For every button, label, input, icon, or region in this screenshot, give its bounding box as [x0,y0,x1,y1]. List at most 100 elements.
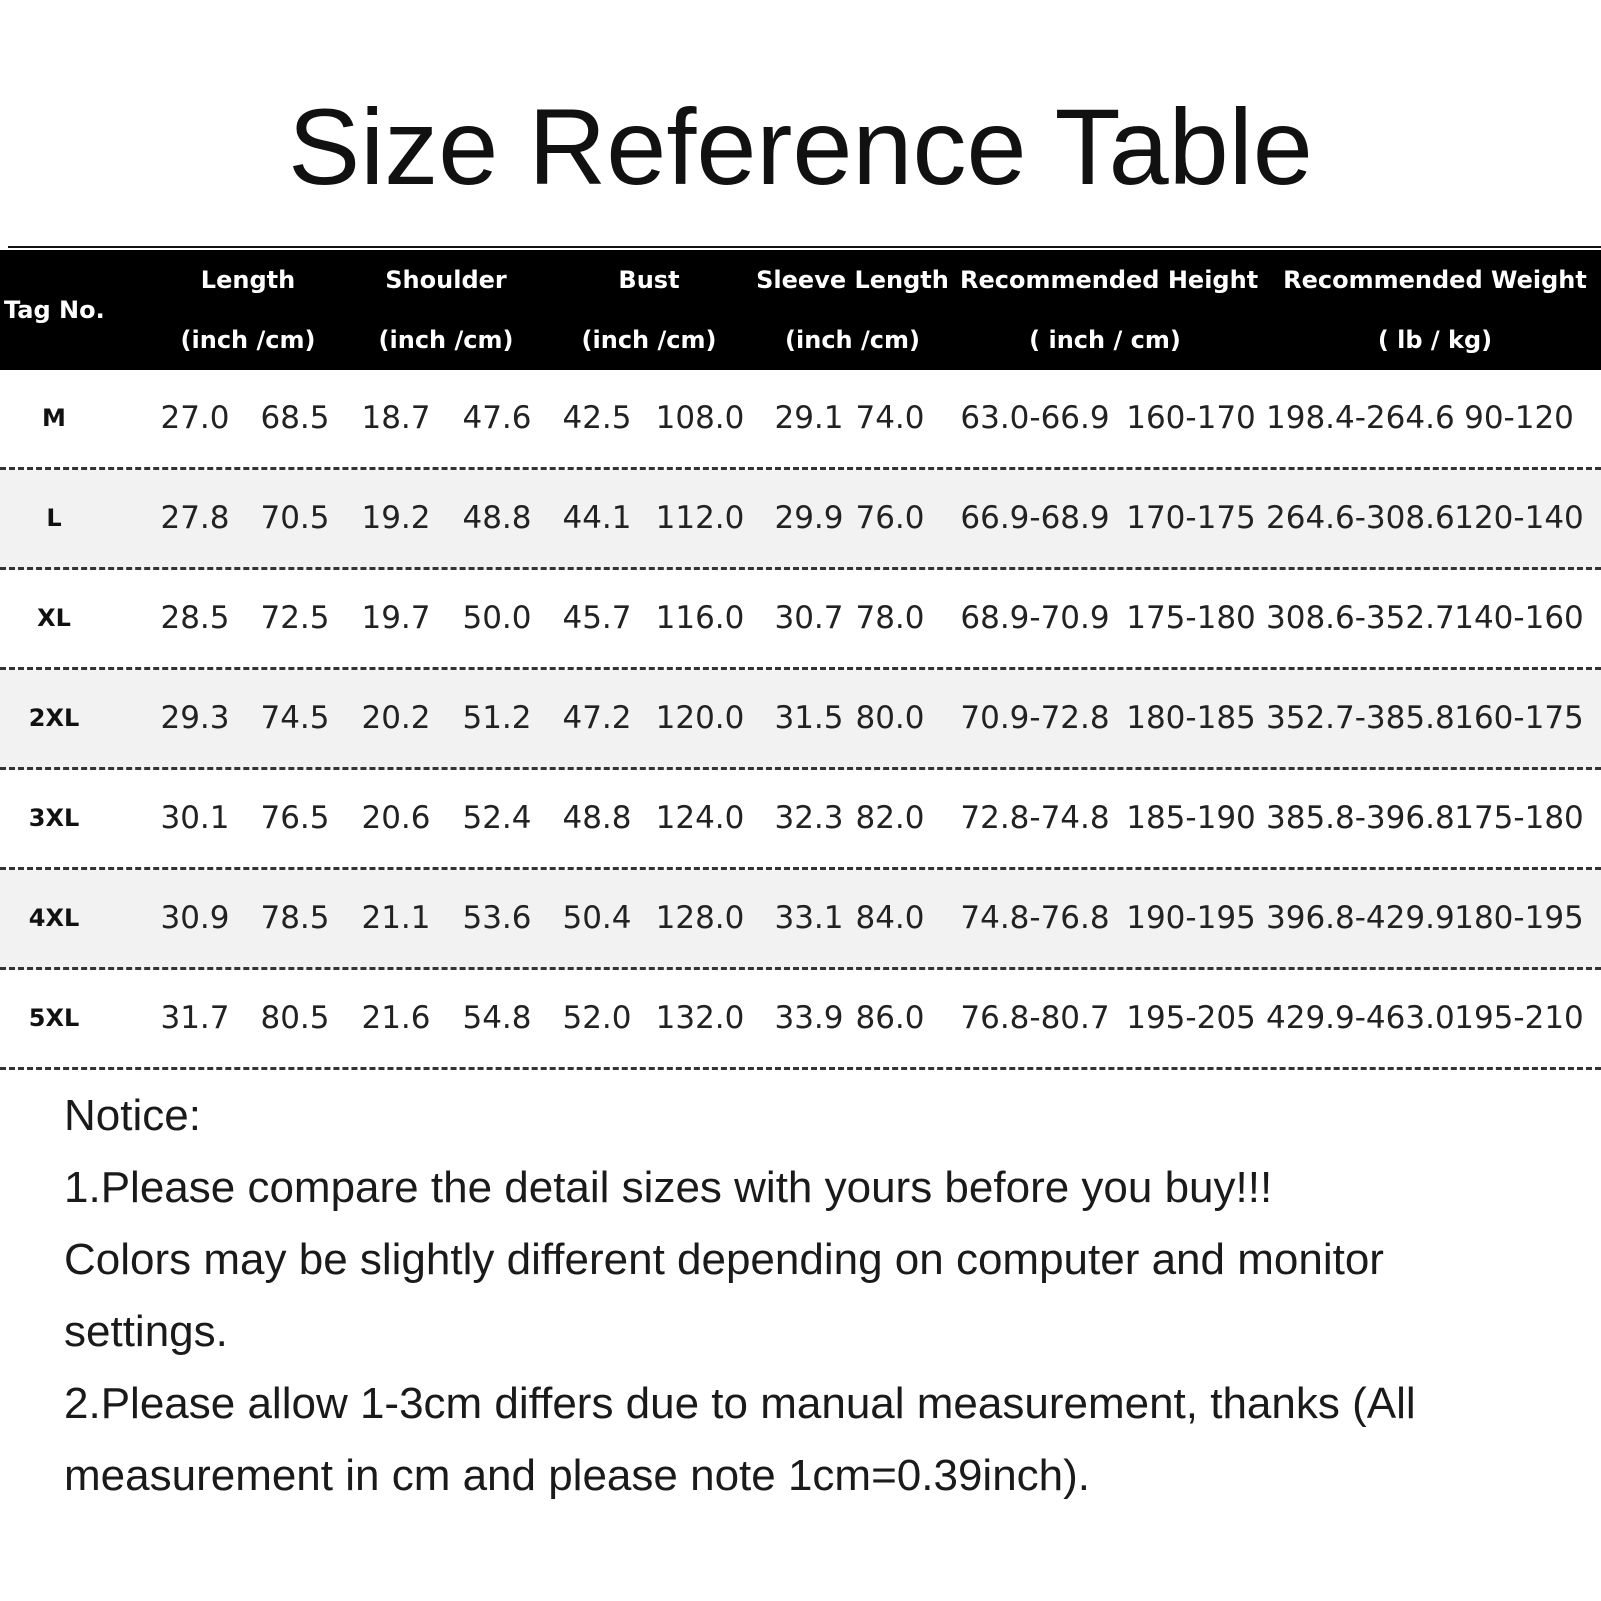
table-cell: 48.8 [562,800,632,836]
table-cell: 44.1 [562,500,632,536]
table-cell: 42.5 [562,400,632,436]
table-cell: 20.2 [361,700,431,736]
header-unit: (inch /cm) [378,326,514,354]
header-cell: Recommended Height ( inch / cm) [960,250,1258,370]
table-cell: 29.1 [774,400,844,436]
table-cell: 198.4-264.6 [1266,400,1455,436]
table-cell: 52.4 [462,800,532,836]
table-cell: 30.7 [774,600,844,636]
table-cell: 124.0 [655,800,745,836]
table-cell: 78.0 [855,600,925,636]
table-cell: 70.9-72.8 [960,700,1110,736]
table-cell: 30.1 [160,800,230,836]
table-cell: 74.8-76.8 [960,900,1110,936]
table-cell: 84.0 [855,900,925,936]
table-cell: 170-175 [1126,500,1256,536]
table-cell: 74.0 [855,400,925,436]
table-cell: 21.1 [361,900,431,936]
table-row: 5XL 31.7 80.5 21.6 54.8 52.0 132.0 33.9 86.0 76.8… [0,970,1601,1070]
table-cell: 160-170 [1126,400,1256,436]
table-cell: 396.8-429.9 [1266,900,1455,936]
table-cell: 80.5 [260,1000,330,1036]
table-cell: 29.3 [160,700,230,736]
table-cell: 180-185 [1126,700,1256,736]
table-cell: 27.0 [160,400,230,436]
table-cell: 385.8-396.8 [1266,800,1455,836]
table-cell: 128.0 [655,900,745,936]
table-cell: 160-175 [1454,700,1584,736]
table-cell: 86.0 [855,1000,925,1036]
table-cell: 31.7 [160,1000,230,1036]
notice-line-1: 1.Please compare the detail sizes with y… [64,1163,1273,1212]
table-cell: 33.1 [774,900,844,936]
table-cell: 19.2 [361,500,431,536]
table-cell: 76.0 [855,500,925,536]
table-cell: 29.9 [774,500,844,536]
header-label: Recommended Weight [1283,266,1587,294]
table-cell: 27.8 [160,500,230,536]
table-cell: 132.0 [655,1000,745,1036]
table-cell: 28.5 [160,600,230,636]
table-cell: 78.5 [260,900,330,936]
table-cell: 308.6-352.7 [1266,600,1455,636]
table-cell: 20.6 [361,800,431,836]
table-cell: 82.0 [855,800,925,836]
header-cell: Tag No. [0,250,110,370]
page-title: Size Reference Table [288,86,1313,207]
size-tag: M [42,404,66,432]
table-cell: 112.0 [655,500,745,536]
header-cell: Shoulder (inch /cm) [346,250,546,370]
table-cell: 32.3 [774,800,844,836]
table-cell: 45.7 [562,600,632,636]
table-cell: 76.5 [260,800,330,836]
size-tag: 2XL [28,704,80,732]
table-cell: 190-195 [1126,900,1256,936]
table-top-rule [8,246,1601,248]
table-cell: 53.6 [462,900,532,936]
table-cell: 429.9-463.0 [1266,1000,1455,1036]
header-label: Shoulder [385,266,507,294]
size-tag: 3XL [28,804,80,832]
header-label: Tag No. [4,296,105,324]
table-cell: 47.2 [562,700,632,736]
notice-line-3: settings. [64,1307,228,1356]
table-cell: 66.9-68.9 [960,500,1110,536]
table-cell: 80.0 [855,700,925,736]
size-tag: L [46,504,62,532]
notice-heading: Notice: [64,1091,201,1140]
table-cell: 54.8 [462,1000,532,1036]
table-cell: 30.9 [160,900,230,936]
table-cell: 116.0 [655,600,745,636]
table-cell: 175-180 [1126,600,1256,636]
table-cell: 68.9-70.9 [960,600,1110,636]
header-unit: (inch /cm) [581,326,717,354]
table-cell: 264.6-308.6 [1266,500,1455,536]
header-cell: Sleeve Length (inch /cm) [750,250,955,370]
table-cell: 140-160 [1454,600,1584,636]
size-tag: XL [37,604,71,632]
table-cell: 51.2 [462,700,532,736]
table-row: L 27.8 70.5 19.2 48.8 44.1 112.0 29.9 76.0 66.9-6… [0,470,1601,570]
header-unit: ( lb / kg) [1377,326,1493,354]
table-cell: 180-195 [1454,900,1584,936]
table-cell: 90-120 [1464,400,1574,436]
table-cell: 31.5 [774,700,844,736]
table-cell: 76.8-80.7 [960,1000,1110,1036]
table-cell: 70.5 [260,500,330,536]
table-cell: 21.6 [361,1000,431,1036]
table-cell: 352.7-385.8 [1266,700,1455,736]
notice-line-5: measurement in cm and please note 1cm=0.… [64,1451,1091,1500]
table-cell: 33.9 [774,1000,844,1036]
table-cell: 68.5 [260,400,330,436]
table-row: XL 28.5 72.5 19.7 50.0 45.7 116.0 30.7 78.0 68.9-… [0,570,1601,670]
notice-section: Notice: 1.Please compare the detail size… [64,1080,1584,1512]
header-unit: (inch /cm) [180,326,316,354]
table-header: Tag No. Length (inch /cm) Shoulder (inch /cm… [0,250,1601,370]
notice-line-4: 2.Please allow 1-3cm differs due to manu… [64,1379,1416,1428]
header-cell: Recommended Weight ( lb / kg) [1270,250,1600,370]
table-cell: 195-205 [1126,1000,1256,1036]
table-cell: 120.0 [655,700,745,736]
size-tag: 4XL [28,904,80,932]
notice-line-2: Colors may be slightly different dependi… [64,1235,1384,1284]
table-cell: 50.4 [562,900,632,936]
